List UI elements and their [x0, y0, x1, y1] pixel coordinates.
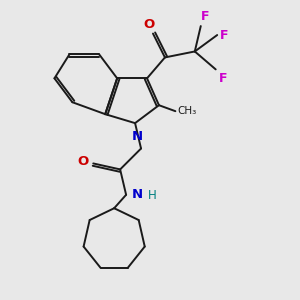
Text: F: F [219, 72, 227, 85]
Text: N: N [132, 130, 143, 143]
Text: O: O [144, 18, 155, 31]
Text: F: F [220, 28, 229, 41]
Text: CH₃: CH₃ [178, 106, 197, 116]
Text: N: N [131, 188, 142, 201]
Text: H: H [148, 189, 156, 202]
Text: F: F [201, 10, 209, 23]
Text: O: O [77, 155, 89, 168]
